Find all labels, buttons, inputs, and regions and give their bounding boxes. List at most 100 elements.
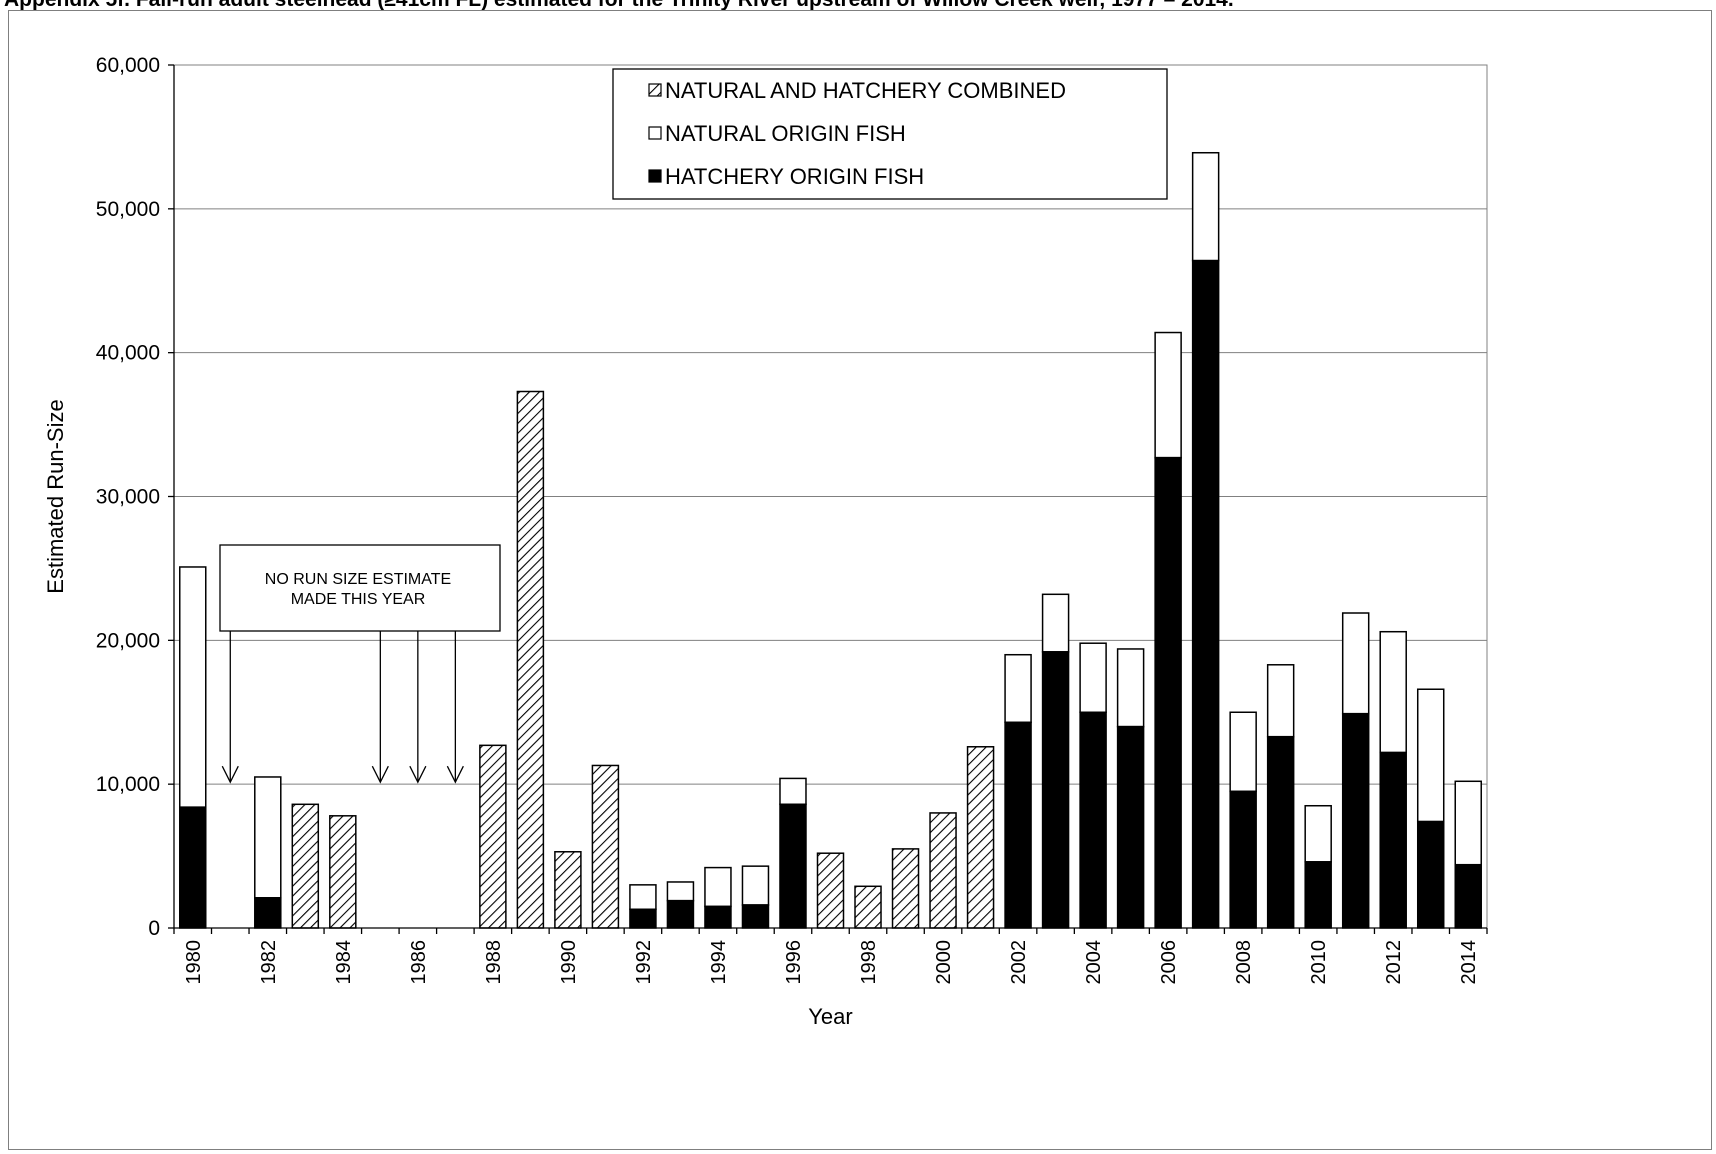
x-tick-label: 1984 <box>333 940 355 985</box>
bar-natural <box>1266 664 1295 738</box>
bar-hatchery <box>1379 751 1407 929</box>
legend-label: HATCHERY ORIGIN FISH <box>665 164 924 189</box>
bar-natural <box>254 776 282 899</box>
bar-hatchery <box>1266 735 1295 929</box>
y-tick-label: 40,000 <box>96 342 160 365</box>
bar-combined <box>591 764 620 929</box>
annotation-text: NO RUN SIZE ESTIMATE <box>265 571 451 588</box>
x-tick-label: 1988 <box>483 940 505 985</box>
bar-natural <box>1154 331 1182 459</box>
bar-hatchery <box>1304 861 1332 929</box>
bar-hatchery <box>1004 721 1032 929</box>
chart-frame <box>8 10 1712 1150</box>
x-tick-label: 1982 <box>258 940 280 985</box>
annotation: NO RUN SIZE ESTIMATE MADE THIS YEAR <box>219 544 501 784</box>
y-axis-title: Estimated Run-Size <box>43 399 68 593</box>
bar-hatchery <box>704 905 732 929</box>
bar-hatchery <box>1191 259 1220 929</box>
bar-combined <box>816 852 845 929</box>
x-tick-label: 2002 <box>1008 940 1030 985</box>
bar-hatchery <box>629 908 657 929</box>
legend-swatch <box>648 126 662 140</box>
bar-natural <box>629 884 657 911</box>
bar-combined <box>516 390 545 929</box>
bar-natural <box>1379 630 1407 754</box>
bar-natural <box>1341 612 1370 715</box>
x-tick-label: 2010 <box>1308 940 1330 985</box>
bar-natural <box>1416 688 1445 823</box>
legend-label: NATURAL ORIGIN FISH <box>665 121 906 146</box>
x-tick-label: 1998 <box>858 940 880 985</box>
x-tick-label: 2000 <box>933 940 955 985</box>
bar-hatchery <box>1041 651 1070 929</box>
bar-hatchery <box>1454 863 1482 929</box>
x-tick-label: 1986 <box>408 940 430 985</box>
bar-natural <box>779 777 807 806</box>
x-tick-label: 1992 <box>633 940 655 985</box>
bar-hatchery <box>1416 820 1445 929</box>
x-tick-label: 2008 <box>1233 940 1255 985</box>
y-tick-label: 30,000 <box>96 486 160 509</box>
bar-hatchery <box>779 803 807 929</box>
bar-hatchery <box>741 904 770 929</box>
x-tick-label: 1996 <box>783 940 805 985</box>
no-estimate-arrowhead <box>221 765 239 784</box>
bar-combined <box>854 885 882 929</box>
legend-box <box>612 68 1168 200</box>
annotation-box <box>219 544 501 632</box>
bar-combined <box>329 815 357 929</box>
bar-natural <box>1116 648 1145 728</box>
bar-combined <box>966 746 995 929</box>
gridlines <box>173 64 1488 929</box>
bar-natural <box>704 866 732 908</box>
x-tick-label: 2012 <box>1383 940 1405 985</box>
y-tick-label: 0 <box>148 917 160 940</box>
bar-hatchery <box>1341 712 1370 929</box>
bar-hatchery <box>1154 456 1182 929</box>
legend: NATURAL AND HATCHERY COMBINED NATURAL ORI… <box>612 68 1168 200</box>
bar-natural <box>1041 593 1070 653</box>
bar-hatchery <box>179 806 207 929</box>
bar-natural <box>741 865 770 906</box>
bars <box>179 151 1482 929</box>
axes: 0 10,000 20,000 30,000 40,000 50,000 60,000 198… <box>43 54 1488 1029</box>
bar-natural <box>1079 642 1107 714</box>
bar-combined <box>929 812 957 929</box>
no-estimate-arrowhead <box>446 765 464 784</box>
figure-caption: Appendix 5f. Fall-run adult steelhead (≥… <box>4 0 1714 11</box>
x-tick-label: 2006 <box>1158 940 1180 985</box>
bar-combined <box>554 851 582 929</box>
x-tick-label: 2014 <box>1458 940 1480 985</box>
bar-hatchery <box>1079 711 1107 929</box>
y-tick-label: 50,000 <box>96 198 160 221</box>
x-axis-title: Year <box>808 1004 852 1029</box>
bar-combined <box>479 744 507 929</box>
y-tick-label: 20,000 <box>96 629 160 652</box>
no-estimate-arrowhead <box>371 765 389 784</box>
bar-natural <box>1454 780 1482 866</box>
bar-natural <box>666 881 695 902</box>
x-tick-label: 1980 <box>183 940 205 985</box>
bar-hatchery <box>1229 790 1257 929</box>
bar-natural <box>1191 151 1220 262</box>
bar-natural <box>1004 653 1032 724</box>
bar-combined <box>291 803 320 929</box>
legend-swatch <box>648 169 662 183</box>
bar-hatchery <box>666 899 695 929</box>
bar-natural <box>1229 711 1257 793</box>
y-tick-label: 60,000 <box>96 54 160 77</box>
bar-natural <box>179 566 207 808</box>
y-tick-label: 10,000 <box>96 773 160 796</box>
annotation-text: MADE THIS YEAR <box>291 591 426 608</box>
x-tick-label: 2004 <box>1083 940 1105 985</box>
bar-hatchery <box>254 897 282 929</box>
bar-hatchery <box>1116 725 1145 929</box>
x-tick-label: 1994 <box>708 940 730 985</box>
bar-natural <box>1304 804 1332 863</box>
legend-swatch <box>648 83 662 97</box>
x-tick-label: 1990 <box>558 940 580 985</box>
legend-label: NATURAL AND HATCHERY COMBINED <box>665 78 1066 103</box>
no-estimate-arrowhead <box>409 765 427 784</box>
bar-combined <box>891 848 920 929</box>
